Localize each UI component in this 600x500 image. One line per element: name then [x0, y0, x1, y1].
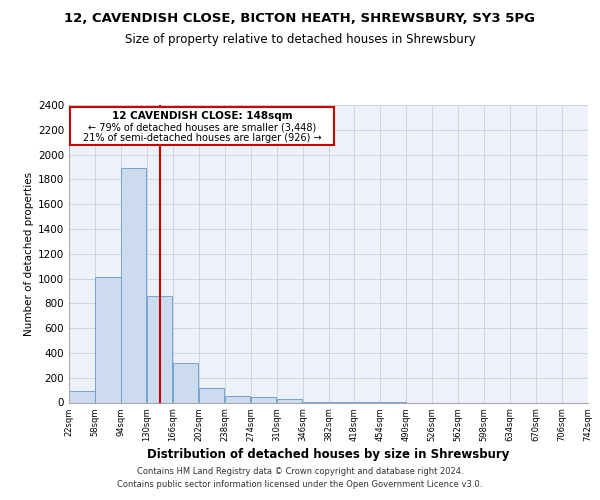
Y-axis label: Number of detached properties: Number of detached properties [24, 172, 34, 336]
Bar [95, 276, 121, 402]
Bar [277, 400, 302, 402]
Bar [199, 388, 224, 402]
Text: 12 CAVENDISH CLOSE: 148sqm: 12 CAVENDISH CLOSE: 148sqm [112, 112, 292, 122]
Bar [70, 107, 334, 144]
Text: Size of property relative to detached houses in Shrewsbury: Size of property relative to detached ho… [125, 32, 475, 46]
Bar [121, 168, 146, 402]
Text: ← 79% of detached houses are smaller (3,448): ← 79% of detached houses are smaller (3,… [88, 122, 316, 132]
X-axis label: Distribution of detached houses by size in Shrewsbury: Distribution of detached houses by size … [148, 448, 509, 461]
Bar [173, 363, 199, 403]
Bar [251, 397, 276, 402]
Bar [225, 396, 250, 402]
Text: Contains HM Land Registry data © Crown copyright and database right 2024.
Contai: Contains HM Land Registry data © Crown c… [118, 468, 482, 489]
Bar [147, 296, 172, 403]
Text: 21% of semi-detached houses are larger (926) →: 21% of semi-detached houses are larger (… [83, 133, 322, 143]
Text: 12, CAVENDISH CLOSE, BICTON HEATH, SHREWSBURY, SY3 5PG: 12, CAVENDISH CLOSE, BICTON HEATH, SHREW… [65, 12, 536, 26]
Bar [70, 390, 95, 402]
